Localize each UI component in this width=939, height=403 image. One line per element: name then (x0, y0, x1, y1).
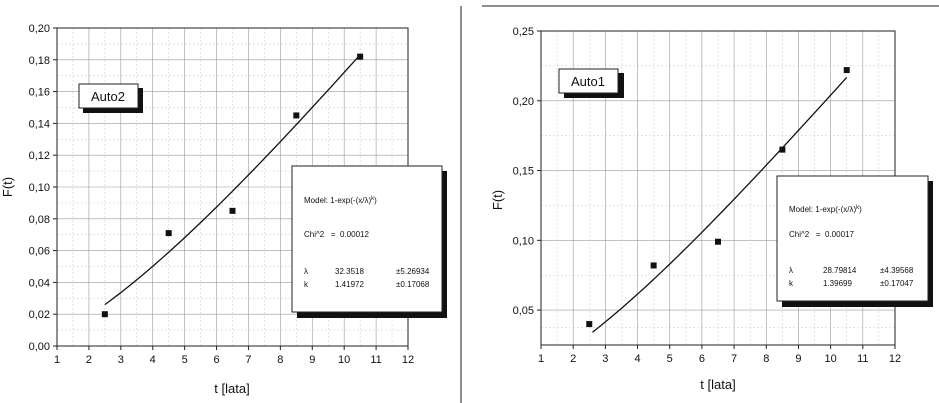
y-tick-label: 0,15 (513, 166, 534, 178)
fit-param-name: λ (304, 267, 308, 276)
fit-line (592, 77, 848, 333)
x-tick-label: 5 (182, 354, 188, 366)
y-tick-label: 0,20 (29, 23, 50, 35)
x-tick-label: 12 (402, 354, 414, 366)
x-tick-label: 9 (309, 354, 315, 366)
data-point (293, 112, 300, 119)
y-tick-label: 0,16 (29, 87, 50, 99)
y-tick-label: 0,25 (513, 26, 534, 38)
y-tick-label: 0,14 (29, 118, 50, 130)
x-tick-label: 11 (370, 354, 381, 366)
x-tick-label: 3 (602, 353, 608, 365)
tag-box (558, 68, 619, 94)
x-tick-label: 2 (86, 354, 92, 366)
x-tick-label: 6 (699, 353, 705, 365)
fit-box (291, 165, 443, 313)
data-points (586, 67, 850, 328)
x-tick-label: 10 (825, 353, 837, 365)
fit-model-text: Model: 1-exp(-(x/λ)k) (304, 196, 377, 205)
data-points (101, 53, 364, 318)
x-tick-label: 4 (634, 353, 640, 365)
data-point (229, 207, 236, 214)
fit-param-value: 32.3518 (335, 267, 364, 276)
x-tick-label: 7 (731, 353, 737, 365)
y-tick-label: 0,08 (29, 214, 50, 226)
data-point (650, 262, 657, 269)
data-point (586, 321, 593, 328)
y-tick-label: 0,10 (29, 182, 50, 194)
data-point (165, 230, 172, 237)
x-tick-label: 7 (245, 354, 251, 366)
x-tick-label: 11 (857, 353, 868, 365)
chart-panel-auto2: 1 2 3 4 5 6 7 8 9 10 11 120,000,020,040,060,080,100… (0, 23, 447, 396)
fit-chi-square: Chi^2 = 0.00017 (789, 230, 854, 239)
fit-param-error: ±0.17047 (880, 279, 914, 288)
fit-param-value: 1.39699 (823, 279, 852, 288)
y-tick-label: 0,12 (29, 150, 50, 162)
fit-curve (592, 77, 848, 333)
fit-param-name: k (789, 279, 794, 288)
data-point (101, 311, 108, 318)
fit-param-error: ±5.26934 (396, 267, 430, 276)
fit-param-error: ±4.39568 (880, 266, 914, 275)
data-point (715, 238, 721, 245)
y-tick-label: 0,18 (29, 55, 50, 67)
fit-chi-square: Chi^2 = 0.00012 (304, 230, 369, 239)
x-tick-label: 2 (570, 353, 576, 365)
y-axis-label: F(t) (490, 190, 505, 210)
x-tick-label: 12 (889, 353, 901, 365)
fit-param-value: 28.79814 (823, 266, 857, 275)
fit-param-name: λ (789, 266, 793, 275)
axis-ticks: 1 2 3 4 5 6 7 8 9 10 11 120,050,100,150,200,25 (513, 26, 902, 365)
y-tick-label: 0,20 (513, 96, 534, 108)
series-tag: Auto2 (91, 89, 125, 104)
fit-curve (104, 54, 361, 306)
fit-model-text: Model: 1-exp(-(x/λ)k) (789, 205, 862, 214)
x-tick-label: 8 (763, 353, 769, 365)
chart-panel-auto1: 1 2 3 4 5 6 7 8 9 10 11 120,050,100,150,200,25 t [l… (490, 26, 933, 392)
data-point (843, 67, 850, 74)
x-tick-label: 9 (795, 353, 801, 365)
x-axis-label: t [lata] (214, 381, 249, 396)
x-tick-label: 10 (338, 354, 350, 366)
fit-param-value: 1.41972 (335, 280, 364, 289)
data-point (779, 146, 786, 153)
series-tag: Auto1 (571, 74, 605, 89)
x-tick-label: 1 (54, 354, 60, 366)
x-tick-label: 3 (118, 354, 124, 366)
y-tick-label: 0,10 (513, 235, 534, 247)
x-tick-label: 4 (150, 354, 156, 366)
x-tick-label: 6 (213, 354, 219, 366)
y-tick-label: 0,04 (29, 277, 50, 289)
fit-param-error: ±0.17068 (396, 280, 430, 289)
x-axis-label: t [lata] (700, 377, 735, 392)
y-tick-label: 0,02 (29, 309, 50, 321)
x-tick-label: 8 (277, 354, 283, 366)
fit-param-name: k (304, 280, 309, 289)
x-tick-label: 1 (538, 353, 544, 365)
y-tick-label: 0,06 (29, 246, 50, 258)
y-tick-label: 0,05 (513, 305, 534, 317)
fit-box (776, 175, 929, 302)
fit-line (104, 54, 361, 306)
x-tick-label: 5 (667, 353, 673, 365)
y-axis-label: F(t) (0, 177, 15, 197)
axis-ticks: 1 2 3 4 5 6 7 8 9 10 11 120,000,020,040,060,080,100… (29, 23, 415, 366)
tag-box (78, 83, 139, 109)
y-tick-label: 0,00 (29, 341, 50, 353)
data-point (357, 53, 364, 60)
